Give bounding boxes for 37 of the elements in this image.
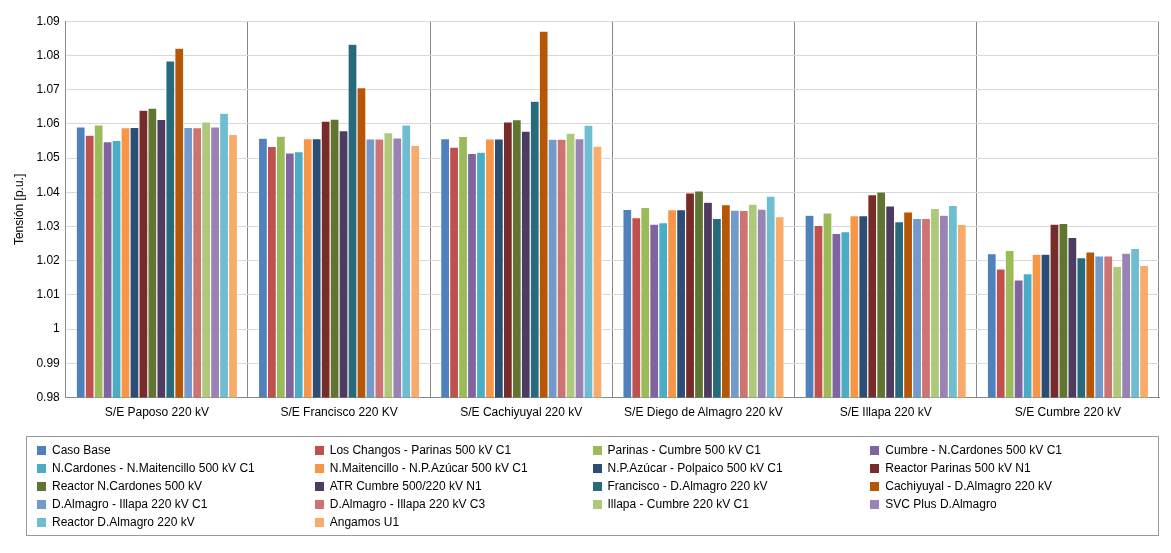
- legend-label: SVC Plus D.Almagro: [885, 497, 997, 511]
- y-tick-label: 0.98: [36, 389, 61, 404]
- legend-label: Angamos U1: [329, 515, 400, 529]
- legend-label: Reactor Parinas 500 kV N1: [885, 461, 1031, 475]
- y-tick-label: 1: [53, 321, 61, 336]
- x-tick-label: S/E Diego de Almagro 220 kV: [624, 405, 783, 420]
- y-axis-title: Tensión [p.u.]: [11, 173, 26, 246]
- y-tick-label: 0.99: [36, 355, 61, 370]
- legend-label: Cachiyuyal - D.Almagro 220 kV: [885, 479, 1052, 493]
- legend-label: Illapa - Cumbre 220 kV C1: [607, 497, 749, 511]
- x-tick-label: S/E Cumbre 220 kV: [1014, 405, 1121, 420]
- y-tick-label: 1.04: [36, 184, 61, 199]
- legend-label: Francisco - D.Almagro 220 kV: [607, 479, 768, 493]
- legend-label: N.P.Azúcar - Polpaico 500 kV C1: [607, 461, 783, 475]
- x-tick-label: S/E Illapa 220 kV: [839, 405, 932, 420]
- legend-label: Parinas - Cumbre 500 kV C1: [607, 443, 761, 457]
- x-tick-label: S/E Cachiyuyal 220 kV: [460, 405, 583, 420]
- legend-label: N.Maitencillo - N.P.Azúcar 500 kV C1: [329, 461, 528, 475]
- legend-label: N.Cardones - N.Maitencillo 500 kV C1: [52, 461, 255, 475]
- legend-label: Reactor D.Almagro 220 kV: [52, 515, 195, 529]
- legend-label: Cumbre - N.Cardones 500 kV C1: [885, 443, 1062, 457]
- legend-label: D.Almagro - Illapa 220 kV C3: [329, 497, 486, 511]
- legend-label: Los Changos - Parinas 500 kV C1: [329, 443, 512, 457]
- y-tick-label: 1.03: [36, 218, 61, 233]
- legend-label: Caso Base: [52, 443, 111, 457]
- y-tick-label: 1.02: [36, 253, 61, 268]
- y-tick-label: 1.01: [36, 287, 61, 302]
- legend-label: D.Almagro - Illapa 220 kV C1: [52, 497, 208, 511]
- y-tick-label: 1.08: [36, 47, 61, 62]
- x-tick-label: S/E Paposo 220 kV: [104, 405, 209, 420]
- y-tick-label: 1.06: [36, 116, 61, 131]
- x-tick-label: S/E Francisco 220 KV: [280, 405, 398, 420]
- y-tick-label: 1.05: [36, 150, 61, 165]
- legend-label: ATR Cumbre 500/220 kV N1: [329, 479, 482, 493]
- legend-label: Reactor N.Cardones 500 kV: [52, 479, 203, 493]
- y-tick-label: 1.09: [36, 13, 61, 28]
- y-tick-label: 1.07: [36, 81, 61, 96]
